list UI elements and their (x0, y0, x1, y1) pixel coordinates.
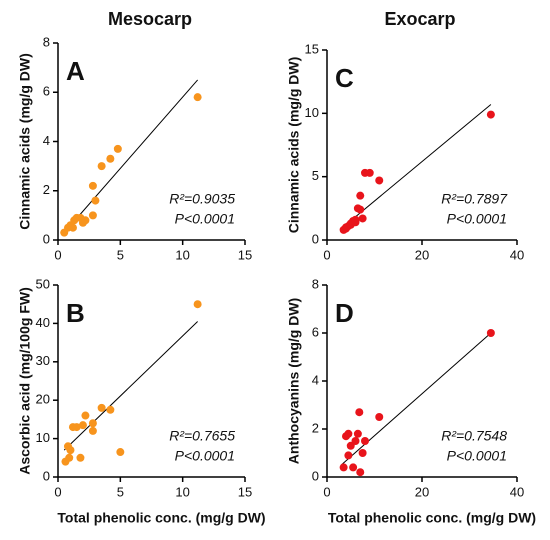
data-point (355, 408, 364, 417)
data-point (81, 216, 90, 225)
data-point (78, 421, 87, 430)
data-point (361, 437, 369, 445)
data-point (106, 154, 115, 163)
y-tick-label: 10 (36, 430, 50, 445)
data-point (375, 413, 384, 421)
panel-letter: C (335, 63, 354, 93)
data-point (116, 448, 125, 457)
x-tick-label: 10 (175, 484, 189, 499)
y-tick-label: 20 (36, 392, 50, 407)
y-tick-label: 50 (36, 276, 50, 291)
panel-letter: D (335, 298, 354, 328)
y-tick-label: 8 (312, 276, 319, 291)
data-point (193, 300, 202, 309)
y-axis-label: Cinnamic acids (mg/g DW) (17, 53, 33, 230)
x-tick-label: 20 (415, 484, 429, 499)
panel-letter: A (66, 56, 85, 86)
data-point (91, 196, 100, 205)
x-tick-label: 20 (415, 247, 429, 262)
data-point (97, 162, 106, 171)
y-tick-label: 2 (312, 420, 319, 435)
data-point (97, 403, 106, 412)
x-tick-label: 40 (510, 484, 524, 499)
x-tick-label: 0 (323, 484, 330, 499)
y-axis-label: Anthocyanins (mg/g DW) (286, 298, 302, 464)
p-annotation: P<0.0001 (447, 211, 507, 227)
x-tick-label: 0 (54, 247, 61, 262)
fit-line (340, 104, 492, 229)
y-tick-label: 0 (312, 468, 319, 483)
data-point (88, 211, 97, 220)
r2-annotation: R²=0.7548 (441, 428, 507, 444)
x-tick-label: 5 (117, 484, 124, 499)
data-point (349, 463, 358, 472)
data-point (81, 411, 90, 420)
column-title: Exocarp (384, 9, 455, 29)
x-tick-label: 15 (238, 484, 252, 499)
y-tick-label: 10 (305, 105, 319, 120)
data-point (66, 446, 75, 455)
y-tick-label: 15 (305, 41, 319, 56)
fit-line (63, 321, 198, 451)
r2-annotation: R²=0.7897 (441, 191, 508, 207)
data-point (193, 93, 202, 102)
y-tick-label: 4 (312, 372, 319, 387)
data-point (353, 429, 362, 438)
x-tick-label: 15 (238, 247, 252, 262)
y-tick-label: 6 (312, 324, 319, 339)
r2-annotation: R²=0.9035 (169, 191, 235, 207)
y-tick-label: 0 (43, 231, 50, 246)
y-tick-label: 4 (43, 133, 50, 148)
y-tick-label: 5 (312, 168, 319, 183)
y-tick-label: 0 (43, 468, 50, 483)
x-tick-label: 0 (323, 247, 330, 262)
data-point (88, 426, 97, 435)
data-point (375, 176, 384, 185)
data-point (365, 168, 374, 177)
data-point (339, 463, 348, 472)
fit-line (63, 79, 199, 233)
data-point (88, 419, 97, 428)
y-tick-label: 40 (36, 315, 50, 330)
p-annotation: P<0.0001 (175, 448, 235, 464)
data-point (106, 405, 115, 414)
data-point (113, 144, 122, 153)
data-point (358, 449, 367, 457)
data-point (486, 110, 495, 119)
data-point (344, 429, 353, 438)
x-tick-label: 5 (117, 247, 124, 262)
data-point (356, 205, 365, 214)
data-point (351, 437, 360, 445)
x-tick-label: 40 (510, 247, 524, 262)
y-axis-label: Ascorbic acid (mg/100g FW) (17, 287, 33, 474)
data-point (72, 423, 81, 432)
p-annotation: P<0.0001 (447, 448, 507, 464)
data-point (356, 468, 365, 477)
data-point (351, 215, 360, 224)
data-point (76, 453, 85, 462)
x-tick-label: 0 (54, 484, 61, 499)
x-tick-label: 10 (175, 247, 189, 262)
y-tick-label: 2 (43, 182, 50, 197)
panel-letter: B (66, 298, 85, 328)
data-point (68, 223, 77, 232)
data-point (65, 453, 74, 462)
r2-annotation: R²=0.7655 (169, 428, 235, 444)
x-axis-label: Total phenolic conc. (mg/g DW) (328, 510, 536, 526)
y-tick-label: 30 (36, 353, 50, 368)
column-title: Mesocarp (108, 9, 192, 29)
y-tick-label: 8 (43, 34, 50, 49)
x-axis-label: Total phenolic conc. (mg/g DW) (57, 510, 265, 526)
y-tick-label: 0 (312, 231, 319, 246)
data-point (88, 181, 97, 190)
data-point (358, 214, 367, 223)
data-point (356, 191, 365, 200)
y-tick-label: 6 (43, 84, 50, 99)
data-point (486, 329, 495, 337)
y-axis-label: Cinnamic acids (mg/g DW) (286, 57, 302, 234)
data-point (344, 451, 353, 460)
fit-line (340, 332, 492, 466)
p-annotation: P<0.0001 (175, 211, 235, 227)
